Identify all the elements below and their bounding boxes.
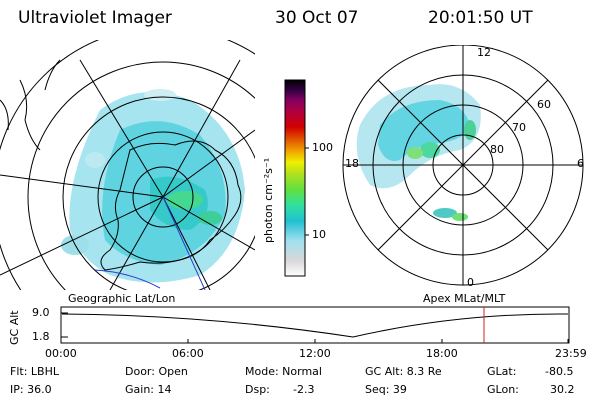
timeline-ymin: 1.8 xyxy=(32,330,50,343)
status-door: Door: Open xyxy=(125,365,188,378)
date-label: 30 Oct 07 xyxy=(275,8,359,28)
lat-label-80: 80 xyxy=(490,143,504,156)
altitude-curve xyxy=(61,313,569,338)
continent-outline xyxy=(0,59,61,151)
geographic-caption: Geographic Lat/Lon xyxy=(68,292,176,305)
status-dsp-value: -2.3 xyxy=(293,383,315,396)
status-glon-label: GLon: xyxy=(487,383,519,396)
latitude-circles xyxy=(0,40,255,290)
apex-mlt-lines xyxy=(343,45,583,285)
timeline-tick-4: 23:59 xyxy=(555,347,587,360)
status-glat-label: GLat: xyxy=(487,365,517,378)
lat-label-60: 60 xyxy=(537,98,551,111)
status-glon-value: 30.2 xyxy=(550,383,575,396)
mlt-label-12: 12 xyxy=(477,46,491,59)
colorbar-tick-10: 10 xyxy=(312,228,326,241)
status-gc-alt: GC Alt: 8.3 Re xyxy=(365,365,442,378)
terminator-lines xyxy=(94,196,206,290)
status-mode: Mode: Normal xyxy=(245,365,322,378)
status-seq: Seq: 39 xyxy=(365,383,407,396)
coastline-outline xyxy=(100,140,242,271)
timeline-tick-2: 12:00 xyxy=(299,347,331,360)
timeline-tick-1: 06:00 xyxy=(172,347,204,360)
altitude-timeline xyxy=(60,306,570,344)
mlt-label-18: 18 xyxy=(345,157,359,170)
apex-map xyxy=(342,45,584,286)
mlt-label-6: 6 xyxy=(577,157,584,170)
timeline-axis-label: GC Alt xyxy=(8,310,21,345)
timeline-tick-0: 00:00 xyxy=(45,347,77,360)
status-filter: Flt: LBHL xyxy=(10,365,59,378)
lat-label-70: 70 xyxy=(512,121,526,134)
mlt-label-0: 0 xyxy=(467,276,474,289)
status-dsp-label: Dsp: xyxy=(245,383,270,396)
status-gain: Gain: 14 xyxy=(125,383,172,396)
timeline-tick-3: 18:00 xyxy=(426,347,458,360)
apex-caption: Apex MLat/MLT xyxy=(423,292,506,305)
colorbar-tick-100: 100 xyxy=(312,141,333,154)
colorbar-unit-label: photon cm⁻²s⁻¹ xyxy=(262,157,275,243)
colorbar xyxy=(284,79,309,277)
status-glat-value: -80.5 xyxy=(545,365,574,378)
geographic-map xyxy=(0,40,255,290)
timeline-ymax: 9.0 xyxy=(32,306,50,319)
status-ip: IP: 36.0 xyxy=(10,383,52,396)
time-label: 20:01:50 UT xyxy=(428,8,533,28)
geographic-aurora-image xyxy=(61,89,245,283)
instrument-title: Ultraviolet Imager xyxy=(18,8,172,28)
meridian-lines xyxy=(0,59,255,290)
